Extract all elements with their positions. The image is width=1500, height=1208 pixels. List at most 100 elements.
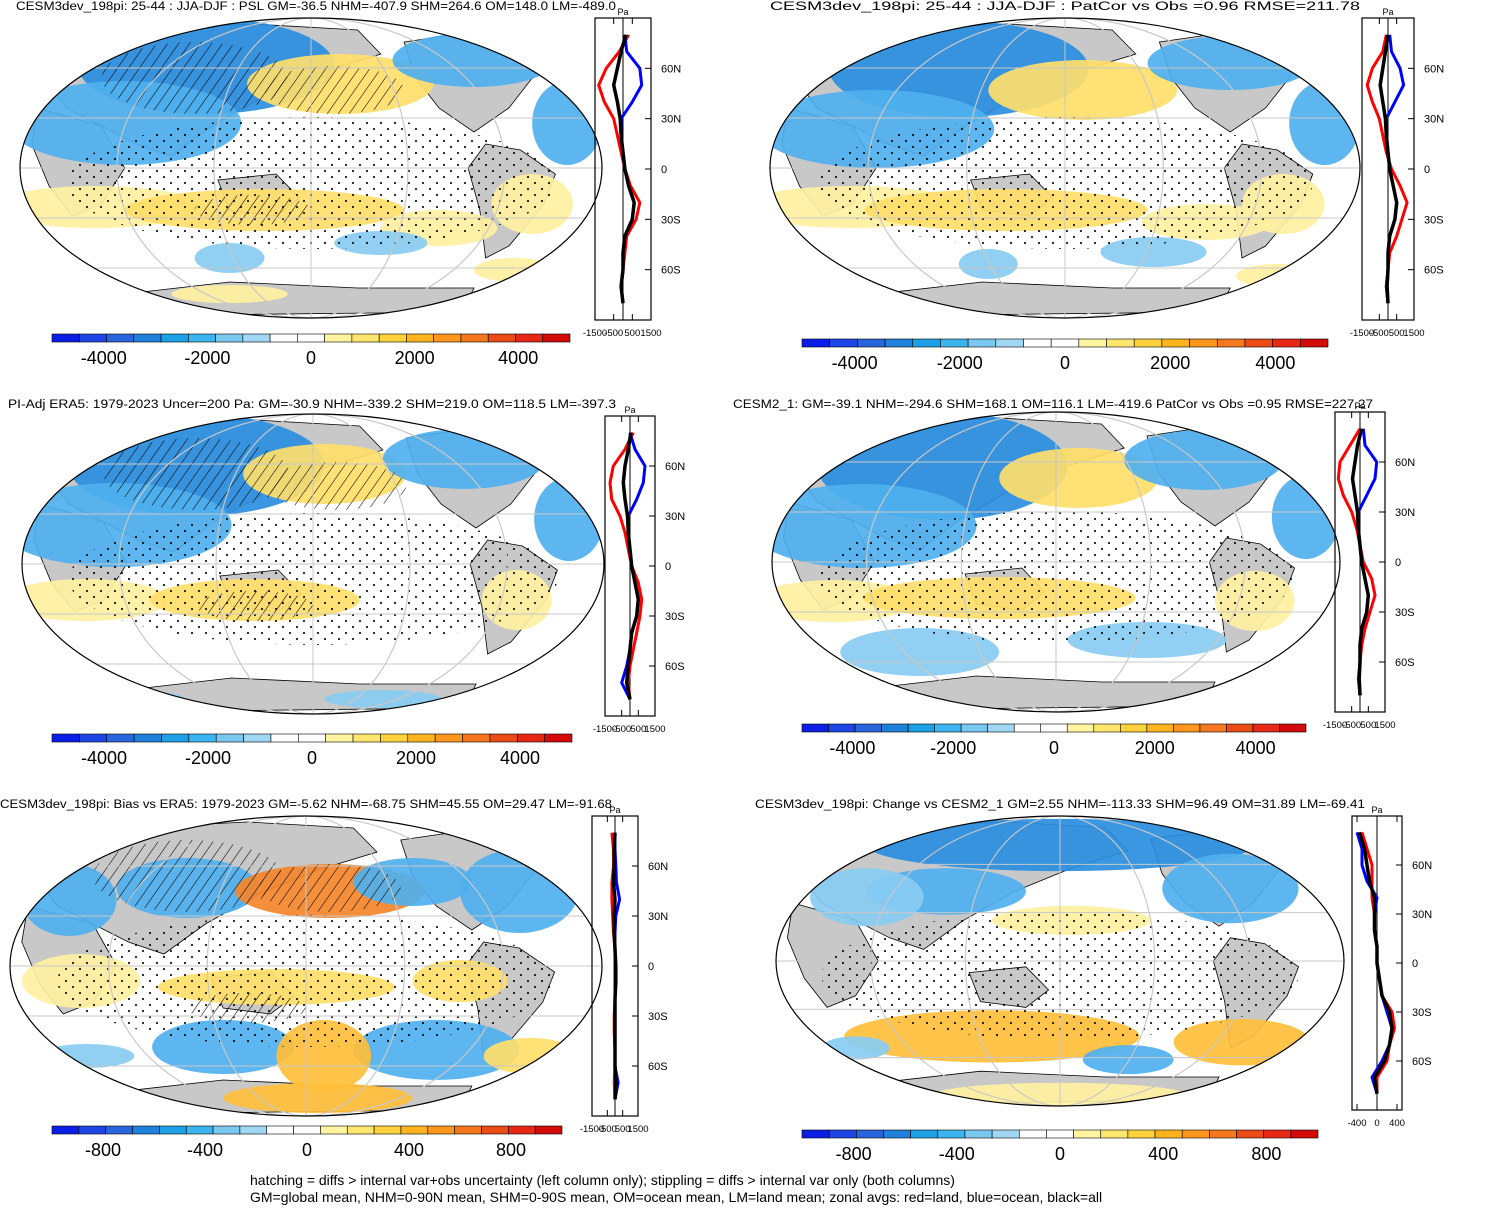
zonal-all-line: [611, 34, 636, 304]
zonal-xtick-label: 500: [1360, 720, 1376, 731]
colorbar-box: [1236, 1129, 1264, 1139]
map: [20, 18, 602, 318]
colorbar-box: [105, 1125, 133, 1135]
colorbar-box: [406, 333, 434, 343]
colorbar: -800 -400 0 400 800: [51, 1125, 563, 1160]
zonal-all-line: [621, 432, 641, 700]
map-border: [769, 17, 1361, 319]
panel-title: CESM3dev_198pi: 25-44 : JJA-DJF : PatCor…: [770, 1, 1360, 13]
colorbar-box: [185, 1125, 214, 1135]
hatching: [266, 462, 407, 510]
colorbar-box: [212, 1125, 241, 1135]
panel-2: CESM3dev_198pi: 25-44 : JJA-DJF : PatCor…: [769, 1, 1444, 373]
colorbar-tick-label: 4000: [500, 748, 540, 768]
colorbar-box: [1189, 338, 1218, 348]
map: [770, 18, 1360, 318]
anomaly-region: [532, 81, 602, 165]
colorbar-box: [967, 338, 997, 348]
colorbar-box: [828, 1129, 857, 1139]
colorbar-box: [1209, 1129, 1237, 1139]
colorbar-tick-label: 400: [1148, 1144, 1178, 1164]
colorbar-tick-label: 4000: [1255, 353, 1295, 373]
anomaly-region: [1289, 81, 1360, 165]
colorbar-box: [912, 338, 941, 348]
colorbar-box: [881, 723, 909, 733]
colorbar-box: [380, 733, 409, 743]
colorbar-tick-label: -2000: [930, 738, 976, 758]
anomaly-region: [534, 477, 604, 561]
anomaly-region: [39, 1044, 135, 1068]
colorbar-box: [1181, 1129, 1210, 1139]
zonal-land-line: [597, 34, 642, 304]
zonal-xtick-label: 1500: [640, 328, 661, 339]
colorbar-tick-label: 2000: [1150, 353, 1190, 373]
lat-tick-label: 60S: [661, 265, 681, 277]
colorbar-box: [1066, 723, 1095, 733]
colorbar-tick-label: 0: [1055, 1144, 1065, 1164]
colorbar-box: [542, 333, 571, 343]
anomaly-region: [171, 285, 288, 303]
lat-tick-label: 30N: [661, 114, 681, 126]
colorbar-box: [266, 1125, 294, 1135]
colorbar-tick-label: 0: [306, 348, 316, 368]
colorbar-tick-label: 2000: [1135, 738, 1175, 758]
lat-tick-label: 60N: [1395, 457, 1415, 469]
lat-tick-label: 30S: [1412, 1007, 1432, 1019]
zonal-units: Pa: [624, 405, 635, 415]
colorbar-box: [515, 333, 544, 343]
hatching: [103, 438, 290, 510]
panel-3: PI-Adj ERA5: 1979-2023 Uncer=200 Pa: GM=…: [8, 399, 685, 768]
colorbar-tick-label: -4000: [81, 348, 127, 368]
colorbar-box: [544, 733, 573, 743]
zonal-units: Pa: [617, 7, 628, 17]
zonal-units: Pa: [609, 805, 620, 815]
zonal-xtick-label: 400: [1389, 1118, 1405, 1129]
colorbar-box: [462, 733, 491, 743]
anomaly-region: [821, 1036, 890, 1060]
anomaly-region: [999, 448, 1159, 508]
colorbar-box: [829, 338, 858, 348]
colorbar-box: [1226, 723, 1254, 733]
colorbar-box: [857, 338, 886, 348]
colorbar-box: [293, 1125, 321, 1135]
zonal-units: Pa: [1382, 7, 1393, 17]
lat-tick-label: 30N: [665, 511, 685, 523]
hatching: [258, 864, 401, 912]
zonal-xtick-label: 500: [624, 328, 640, 339]
colorbar-tick-label: -800: [836, 1144, 872, 1164]
colorbar-box: [1300, 338, 1329, 348]
colorbar-box: [1272, 338, 1301, 348]
colorbar-tick-label: 0: [1060, 353, 1070, 373]
map-border: [9, 815, 603, 1117]
colorbar-box: [427, 1125, 455, 1135]
zonal-all-line: [1378, 34, 1399, 304]
lat-tick-label: 0: [1412, 958, 1418, 970]
graticule-meridian: [866, 412, 1246, 712]
colorbar-box: [1199, 723, 1227, 733]
colorbar-box: [940, 338, 969, 348]
anomaly-region: [223, 1083, 413, 1113]
anomaly-region: [483, 1038, 579, 1074]
colorbar-box: [242, 333, 271, 343]
colorbar-box: [1290, 1129, 1319, 1139]
colorbar-box: [378, 333, 407, 343]
zonal-all-line: [1357, 831, 1394, 1094]
hatching: [194, 195, 311, 225]
map: [10, 816, 602, 1116]
colorbar-box: [270, 733, 299, 743]
colorbar-tick-label: 4000: [498, 348, 538, 368]
colorbar-box: [215, 733, 244, 743]
colorbar-box: [346, 1125, 375, 1135]
colorbar-box: [1127, 1129, 1156, 1139]
colorbar-box: [325, 733, 354, 743]
lat-tick-label: 30S: [665, 611, 685, 623]
colorbar-box: [269, 333, 298, 343]
colorbar-box: [987, 723, 1015, 733]
colorbar-box: [161, 733, 190, 743]
zonal-units: Pa: [1371, 805, 1382, 815]
colorbar-box: [534, 1125, 563, 1135]
graticule-meridian: [870, 816, 1250, 1106]
zonal-xtick-label: 1500: [644, 724, 665, 735]
colorbar-box: [454, 1125, 482, 1135]
